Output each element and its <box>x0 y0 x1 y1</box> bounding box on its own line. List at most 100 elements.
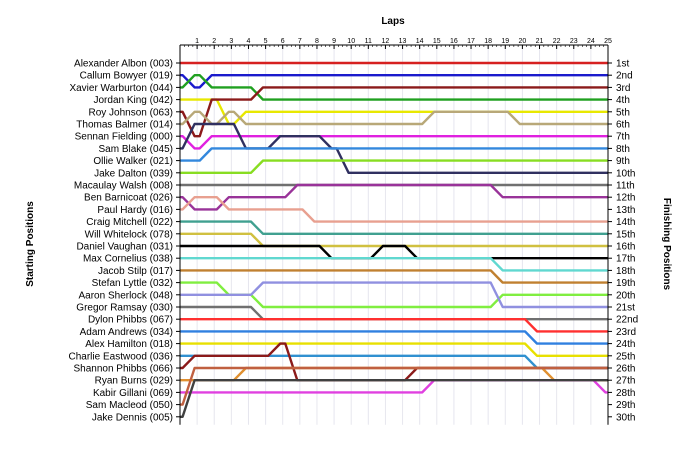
right-axis-title: Finishing Positions <box>661 198 672 291</box>
finish-position-label: 9th <box>616 156 630 167</box>
driver-start-label: Max Cornelius (038) <box>83 254 173 265</box>
driver-start-label: Ollie Walker (021) <box>93 156 173 167</box>
driver-series-line <box>180 244 608 260</box>
lap-tick-label: 10 <box>347 38 355 45</box>
driver-start-label: Callum Bowyer (019) <box>80 71 173 82</box>
lap-tick-label: 18 <box>484 38 492 45</box>
driver-series-line <box>180 196 608 223</box>
driver-series-line <box>180 330 608 345</box>
lap-tick-label: 24 <box>587 38 595 45</box>
finish-position-label: 18th <box>616 266 635 277</box>
lap-tick-label: 20 <box>519 38 527 45</box>
labels: 1 2 3 4 5 6 7 8 9 10 11 12 13 14 15 16 17 18 19 20 21 22 23 24 2… <box>69 38 639 423</box>
finish-position-label: 23rd <box>616 327 636 338</box>
left-axis-title: Starting Positions <box>25 201 36 287</box>
lap-tick-label: 3 <box>229 38 233 45</box>
driver-start-label: Alexander Albon (003) <box>74 59 173 70</box>
finish-position-label: 2nd <box>616 71 633 82</box>
lap-tick-label: 1 <box>195 38 199 45</box>
finish-position-label: 15th <box>616 229 635 240</box>
finish-position-label: 1st <box>616 59 630 70</box>
driver-start-label: Daniel Vaughan (031) <box>76 242 173 253</box>
finish-position-label: 5th <box>616 107 630 118</box>
driver-start-label: Aaron Sherlock (048) <box>79 290 174 301</box>
lap-tick-label: 7 <box>298 38 302 45</box>
driver-start-label: Charlie Eastwood (036) <box>69 351 174 362</box>
driver-series-line <box>180 281 608 309</box>
finish-position-label: 25th <box>616 351 635 362</box>
finish-position-label: 29th <box>616 400 635 411</box>
driver-start-label: Craig Mitchell (022) <box>86 217 173 228</box>
lap-tick-label: 2 <box>212 38 216 45</box>
driver-series-line <box>180 366 608 406</box>
finish-position-label: 7th <box>616 132 630 143</box>
axes <box>176 44 612 425</box>
driver-start-label: Sam Macleod (050) <box>86 400 173 411</box>
driver-start-label: Jordan King (042) <box>94 95 174 106</box>
finish-position-label: 26th <box>616 364 635 375</box>
finish-position-label: 10th <box>616 168 635 179</box>
driver-series-line <box>180 147 608 162</box>
driver-start-label: Gregor Ramsay (030) <box>76 303 173 314</box>
finish-position-label: 28th <box>616 388 635 399</box>
driver-start-label: Paul Hardy (016) <box>97 205 173 216</box>
driver-start-label: Jacob Stilp (017) <box>98 266 173 277</box>
driver-start-label: Xavier Warburton (044) <box>69 83 173 94</box>
driver-start-label: Roy Johnson (063) <box>89 107 174 118</box>
driver-series-line <box>180 74 608 101</box>
lap-tick-label: 17 <box>467 38 475 45</box>
finish-position-label: 27th <box>616 376 635 387</box>
finish-position-label: 4th <box>616 95 630 106</box>
lap-tick-label: 8 <box>315 38 319 45</box>
driver-series-line <box>180 257 608 272</box>
driver-series-line <box>180 342 608 357</box>
driver-start-label: Stefan Lyttle (032) <box>92 278 173 289</box>
driver-series-line <box>180 74 608 89</box>
finish-position-label: 24th <box>616 339 635 350</box>
lap-tick-label: 5 <box>264 38 268 45</box>
lap-tick-label: 4 <box>247 38 251 45</box>
finish-position-label: 21st <box>616 303 635 314</box>
driver-start-label: Sennan Fielding (000) <box>75 132 173 143</box>
finish-position-label: 14th <box>616 217 635 228</box>
driver-start-label: Kabir Gillani (069) <box>93 388 173 399</box>
lap-tick-label: 9 <box>332 38 336 45</box>
driver-start-label: Jake Dalton (039) <box>94 168 173 179</box>
driver-series-line <box>180 379 608 418</box>
lap-tick-label: 11 <box>365 38 372 45</box>
lap-tick-label: 22 <box>553 38 561 45</box>
lap-tick-label: 6 <box>281 38 285 45</box>
lap-tick-label: 12 <box>382 38 390 45</box>
finish-position-label: 19th <box>616 278 635 289</box>
finish-position-label: 20th <box>616 290 635 301</box>
finish-position-label: 16th <box>616 242 635 253</box>
finish-position-label: 12th <box>616 193 635 204</box>
driver-series-line <box>180 159 608 174</box>
driver-series-line <box>180 232 608 248</box>
driver-series-line <box>180 86 608 138</box>
lap-tick-label: 21 <box>536 38 544 45</box>
driver-start-label: Adam Andrews (034) <box>80 327 173 338</box>
lap-tick-label: 13 <box>399 38 407 45</box>
lap-tick-label: 23 <box>570 38 578 45</box>
lap-tick-label: 19 <box>501 38 509 45</box>
finish-position-label: 17th <box>616 254 635 265</box>
finish-position-label: 6th <box>616 120 630 131</box>
driver-start-label: Thomas Balmer (014) <box>76 120 173 131</box>
driver-series-line <box>180 220 608 235</box>
lap-tick-label: 25 <box>604 38 612 45</box>
driver-start-label: Ben Barnicoat (026) <box>84 193 173 204</box>
series-lines <box>180 61 608 418</box>
lap-tick-label: 15 <box>433 38 441 45</box>
driver-start-label: Alex Hamilton (018) <box>85 339 173 350</box>
driver-start-label: Dylon Phibbs (067) <box>88 315 173 326</box>
finish-position-label: 3rd <box>616 83 630 94</box>
top-axis-title: Laps <box>381 16 405 27</box>
driver-start-label: Jake Dennis (005) <box>92 412 173 423</box>
driver-start-label: Sam Blake (045) <box>99 144 173 155</box>
driver-series-line <box>180 269 608 284</box>
lap-tick-label: 16 <box>450 38 458 45</box>
finish-position-label: 13th <box>616 205 635 216</box>
finish-position-label: 22nd <box>616 315 638 326</box>
